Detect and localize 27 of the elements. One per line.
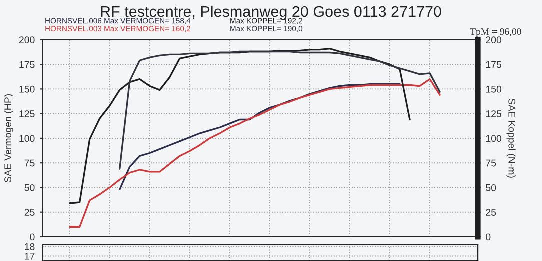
y2-tick-label: 50 (486, 184, 496, 192)
text: TpM = 96,00 (470, 28, 522, 38)
y-tick-label: 25 (24, 209, 35, 216)
y-axis-title: SAE Vermogen (HP) (4, 94, 14, 183)
line-series (68, 48, 411, 204)
y-tick-label: 125 (20, 110, 35, 118)
y-tick-label: 200 (19, 36, 35, 44)
y-tick-label: 17 (25, 253, 35, 260)
y-tick-label: 175 (20, 61, 35, 68)
y2-tick-label: 175 (486, 61, 502, 68)
y-tick-label: 100 (20, 135, 35, 142)
line-series (68, 78, 441, 228)
line-series (119, 83, 401, 191)
y-tick-label: 50 (24, 184, 35, 192)
y2-tick-label: 200 (486, 36, 502, 44)
y-tick-label: 18 (25, 243, 35, 250)
y-tick-label: 75 (24, 160, 35, 167)
y2-tick-label: 25 (486, 209, 496, 216)
y2-axis-title: SAE Koppel (N-m) (506, 98, 516, 178)
y-tick-label: 0 (30, 234, 35, 241)
y2-tick-label: 100 (486, 135, 502, 142)
y-tick-label: 150 (20, 86, 35, 93)
y2-tick-label: 125 (486, 110, 502, 118)
y2-tick-label: 150 (486, 86, 502, 93)
y2-tick-label: 75 (486, 160, 496, 167)
y2-tick-label: 0 (486, 234, 491, 241)
line-series (119, 50, 441, 170)
